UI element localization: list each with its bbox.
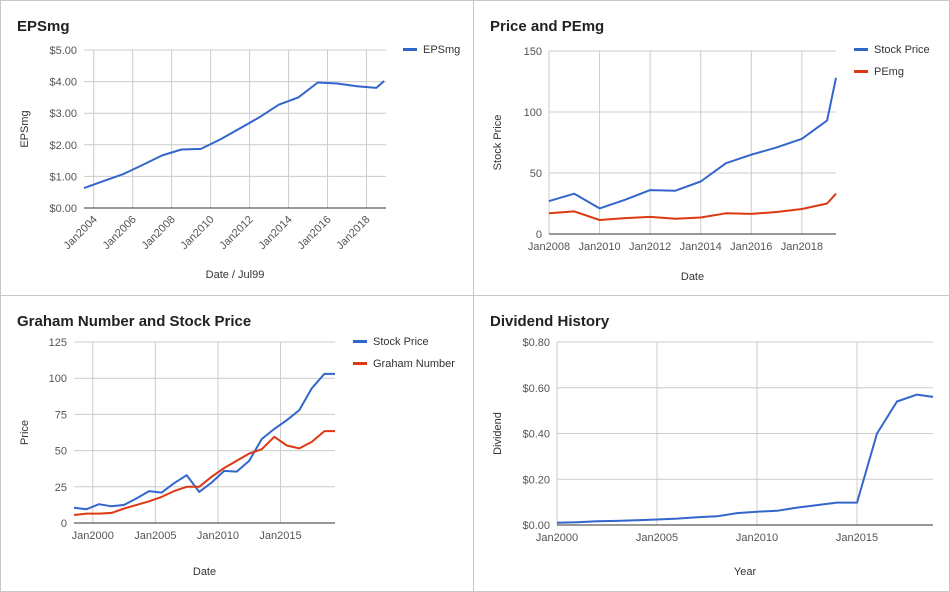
x-tick-label: Jan2005: [134, 530, 176, 542]
series-line: [548, 193, 837, 221]
x-tick-label: Jan2000: [536, 532, 578, 544]
chart-epsmg: EPSmg $0.00 $1.00 $2.00 $3.00 $4.00 $5.00 Jan20…: [17, 18, 460, 281]
x-tick-label: Jan2012: [629, 241, 671, 253]
x-tick-label: Jan2008: [528, 241, 570, 253]
y-tick-label: $4.00: [49, 77, 77, 89]
chart-title: Dividend History: [490, 313, 610, 330]
x-tick-label: Jan2010: [578, 241, 620, 253]
y-tick-label: 75: [55, 409, 67, 421]
y-axis-label: EPSmg: [19, 110, 31, 147]
legend-swatch: [353, 362, 367, 365]
series-line: [556, 393, 934, 524]
legend-label: PEmg: [874, 66, 904, 78]
legend-label: Stock Price: [874, 44, 930, 56]
x-tick-label: Jan2015: [836, 532, 878, 544]
x-tick-label: Jan2000: [72, 530, 114, 542]
y-tick-label: $0.60: [522, 383, 550, 395]
x-tick-label: Jan2016: [730, 241, 772, 253]
y-tick-label: $0.20: [522, 474, 550, 486]
series-line: [73, 372, 335, 511]
x-tick-label: Jan2014: [680, 241, 722, 253]
chart-panel-dividend-history: Dividend History $0.00 $0.20 $0.40 $0.60 $0.8…: [473, 295, 950, 592]
chart-panel-price-pemg: Price and PEmg 0 50 100 150 Jan2008 Jan2010 Jan…: [473, 0, 950, 296]
x-axis-label: Date: [681, 271, 704, 283]
x-tick-label: Jan2018: [334, 214, 372, 252]
legend-swatch: [353, 340, 367, 343]
y-tick-label: 100: [524, 107, 542, 119]
x-tick-label: Jan2014: [256, 214, 294, 252]
y-tick-label: 100: [49, 373, 67, 385]
legend-swatch: [854, 48, 868, 51]
y-axis-label: Stock Price: [492, 115, 504, 171]
legend-label: EPSmg: [423, 44, 460, 56]
y-tick-label: $1.00: [49, 171, 77, 183]
y-axis-label: Dividend: [492, 412, 504, 455]
legend-label: Graham Number: [373, 358, 455, 370]
y-tick-label: $5.00: [49, 45, 77, 57]
chart-title: EPSmg: [17, 18, 70, 35]
y-tick-label: $0.80: [522, 337, 550, 349]
y-tick-label: 150: [524, 46, 542, 58]
chart-dividend-history: Dividend History $0.00 $0.20 $0.40 $0.60 $0.8…: [490, 313, 934, 578]
y-tick-label: 0: [61, 518, 67, 530]
x-tick-label: Jan2012: [217, 214, 255, 252]
y-tick-label: $2.00: [49, 140, 77, 152]
legend-label: Stock Price: [373, 336, 429, 348]
y-tick-label: 125: [49, 337, 67, 349]
x-tick-label: Jan2008: [139, 214, 177, 252]
x-tick-label: Jan2010: [178, 214, 216, 252]
x-tick-label: Jan2006: [100, 214, 138, 252]
legend-swatch: [854, 70, 868, 73]
x-axis-label: Date: [193, 566, 216, 578]
chart-title: Graham Number and Stock Price: [17, 313, 251, 330]
chart-price-pemg: Price and PEmg 0 50 100 150 Jan2008 Jan2010 Jan…: [490, 18, 930, 283]
chart-title: Price and PEmg: [490, 18, 604, 35]
y-tick-label: 25: [55, 482, 67, 494]
y-tick-label: 0: [536, 229, 542, 241]
y-tick-label: $0.00: [49, 203, 77, 215]
x-tick-label: Jan2004: [62, 214, 100, 252]
y-tick-label: $0.00: [522, 520, 550, 532]
x-tick-label: Jan2015: [259, 530, 301, 542]
y-tick-label: 50: [55, 446, 67, 458]
x-tick-label: Jan2010: [197, 530, 239, 542]
series-line: [548, 77, 837, 210]
x-tick-label: Jan2018: [781, 241, 823, 253]
series-line: [83, 80, 385, 190]
x-axis-label: Year: [734, 566, 757, 578]
x-tick-label: Jan2016: [295, 214, 333, 252]
y-tick-label: 50: [530, 168, 542, 180]
chart-graham-number: Graham Number and Stock Price 0 25 50 75 100 1…: [17, 313, 455, 578]
y-tick-label: $3.00: [49, 108, 77, 120]
x-tick-label: Jan2010: [736, 532, 778, 544]
series-line: [73, 430, 335, 516]
y-axis-label: Price: [19, 420, 31, 445]
legend-swatch: [403, 48, 417, 51]
x-axis-label: Date / Jul99: [206, 269, 265, 281]
chart-panel-graham-number: Graham Number and Stock Price 0 25 50 75 100 1…: [0, 295, 474, 592]
x-tick-label: Jan2005: [636, 532, 678, 544]
chart-panel-epsmg: EPSmg $0.00 $1.00 $2.00 $3.00 $4.00 $5.00 Jan20…: [0, 0, 474, 296]
y-tick-label: $0.40: [522, 429, 550, 441]
